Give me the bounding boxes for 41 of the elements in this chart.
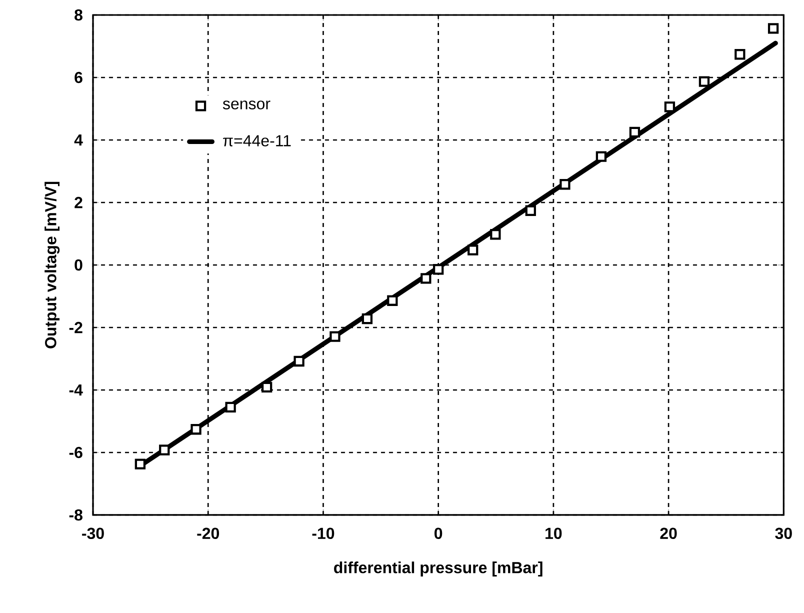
y-tick-label: -2 — [69, 322, 82, 334]
x-tick-label: -10 — [312, 528, 334, 540]
point — [387, 295, 398, 306]
point — [190, 424, 202, 435]
y-tick-label: 6 — [74, 72, 82, 84]
point — [330, 331, 340, 342]
x-tick-label: 10 — [546, 528, 562, 540]
point — [525, 205, 536, 216]
point — [734, 49, 746, 60]
point — [159, 444, 170, 456]
y-tick-label: -8 — [69, 509, 82, 521]
point — [294, 356, 304, 367]
point — [362, 313, 373, 324]
y-tick-label: 8 — [74, 9, 82, 21]
point — [698, 76, 710, 87]
y-tick-label: 4 — [74, 134, 83, 146]
point — [664, 102, 676, 112]
legend-label: sensor — [222, 100, 270, 110]
point — [261, 382, 272, 393]
x-axis-title: differential pressure [mBar] — [334, 562, 542, 576]
point — [768, 23, 779, 34]
point — [490, 229, 501, 240]
point — [629, 126, 640, 138]
y-tick-label: -4 — [69, 384, 83, 396]
point — [468, 244, 478, 256]
point — [560, 179, 570, 190]
y-axis-title: Output voltage [mV/V] — [44, 182, 60, 348]
point — [225, 402, 236, 413]
point — [134, 458, 146, 470]
point — [420, 273, 432, 284]
point — [596, 151, 607, 162]
x-tick-label: -30 — [82, 528, 104, 540]
y-tick-label: -6 — [69, 446, 82, 458]
x-tick-label: 20 — [660, 528, 677, 540]
y-tick-label: 2 — [74, 196, 82, 208]
x-tick-label: 0 — [434, 528, 442, 540]
point — [432, 264, 444, 275]
legend-label: π=44e-11 — [223, 135, 291, 146]
y-tick-label: 0 — [74, 259, 82, 271]
x-tick-label: 30 — [775, 528, 792, 540]
x-tick-label: -20 — [197, 528, 220, 540]
